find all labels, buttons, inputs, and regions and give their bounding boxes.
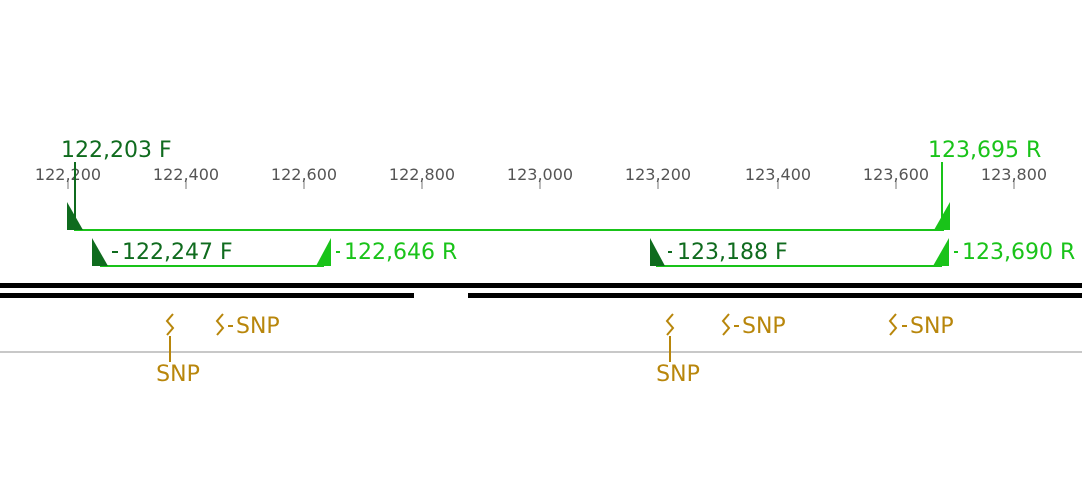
reverse-primer-marker[interactable] — [934, 202, 950, 230]
pcr-product-right[interactable]: 123,188 F 123,690 R — [650, 238, 1075, 267]
snp-label: SNP — [656, 362, 700, 387]
ruler-tick-label: 123,400 — [745, 165, 811, 184]
ruler-tick: 122,800 — [389, 165, 455, 189]
ruler-tick: 123,000 — [507, 165, 573, 189]
snp-label: SNP — [910, 314, 954, 339]
sequence-strand-bottom-right — [468, 293, 1082, 298]
sequence-strand-top — [0, 283, 1082, 288]
forward-primer-label: 122,247 F — [122, 240, 233, 265]
reverse-primer-label: 122,646 R — [344, 240, 457, 265]
snp-feature[interactable]: SNP — [215, 313, 280, 339]
ruler-tick-label: 123,000 — [507, 165, 573, 184]
snp-label: SNP — [742, 314, 786, 339]
pcr-product-long[interactable]: 122,203 F 123,695 R — [61, 138, 1041, 231]
snp-feature[interactable]: SNP — [656, 313, 700, 387]
sequence-track — [0, 283, 1082, 298]
ruler-tick: 123,800 — [981, 165, 1047, 189]
snp-label: SNP — [236, 314, 280, 339]
snp-icon — [165, 313, 175, 336]
reverse-primer-label: 123,695 R — [928, 138, 1041, 163]
snp-icon — [721, 313, 731, 336]
reverse-primer-marker[interactable] — [316, 238, 331, 266]
ruler-tick: 122,600 — [271, 165, 337, 189]
ruler-tick-label: 123,200 — [625, 165, 691, 184]
ruler-tick: 123,200 — [625, 165, 691, 189]
ruler-tick: 122,400 — [153, 165, 219, 189]
ruler-tick-label: 122,800 — [389, 165, 455, 184]
ruler: 122,200 122,400 122,600 122,800 123,000 … — [35, 165, 1047, 189]
ruler-tick: 123,400 — [745, 165, 811, 189]
snp-feature[interactable]: SNP — [888, 313, 954, 339]
snp-feature[interactable]: SNP — [721, 313, 786, 339]
forward-primer-marker[interactable] — [67, 202, 83, 230]
ruler-tick-label: 122,600 — [271, 165, 337, 184]
snp-icon — [215, 313, 225, 336]
pcr-product-left[interactable]: 122,247 F 122,646 R — [92, 238, 457, 267]
ruler-tick: 123,600 — [863, 165, 929, 189]
forward-primer-marker[interactable] — [650, 238, 665, 266]
ruler-tick-label: 123,600 — [863, 165, 929, 184]
snp-icon — [665, 313, 675, 336]
ruler-tick: 122,200 — [35, 165, 101, 189]
forward-primer-marker[interactable] — [92, 238, 108, 266]
snp-feature[interactable]: SNP — [156, 313, 200, 387]
reverse-primer-marker[interactable] — [933, 238, 949, 266]
forward-primer-label: 123,188 F — [677, 240, 788, 265]
ruler-tick-label: 122,400 — [153, 165, 219, 184]
ruler-tick-label: 123,800 — [981, 165, 1047, 184]
ruler-tick-label: 122,200 — [35, 165, 101, 184]
snp-icon — [888, 313, 898, 336]
reverse-primer-label: 123,690 R — [962, 240, 1075, 265]
snp-label: SNP — [156, 362, 200, 387]
forward-primer-label: 122,203 F — [61, 138, 172, 163]
sequence-strand-bottom-left — [0, 293, 414, 298]
